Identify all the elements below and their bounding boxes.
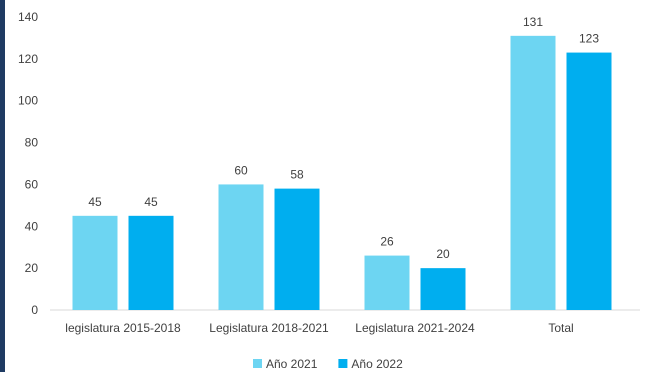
bar-value-label: 58	[290, 168, 304, 182]
bar-series	[72, 35, 612, 310]
y-tick-label: 20	[25, 261, 39, 275]
y-tick-label: 60	[25, 177, 39, 191]
x-tick-label: legislatura 2015-2018	[65, 321, 181, 335]
bar	[566, 52, 612, 310]
bar	[364, 255, 410, 310]
y-tick-label: 120	[18, 52, 38, 66]
legend-swatch	[253, 359, 262, 368]
y-axis-ticks: 0 20 40 60 80 100 120 140	[18, 10, 38, 317]
bar-value-label: 20	[436, 247, 450, 261]
frame-accent-bar	[0, 0, 5, 372]
x-tick-label: Total	[548, 321, 573, 335]
bar-value-label: 26	[380, 235, 394, 249]
y-tick-label: 0	[31, 303, 38, 317]
y-tick-label: 140	[18, 10, 38, 24]
y-tick-label: 100	[18, 94, 38, 108]
bar-value-label: 123	[579, 32, 599, 46]
y-tick-label: 40	[25, 219, 39, 233]
data-labels: 45 45 60 58 26 20 131 123	[88, 15, 599, 261]
y-tick-label: 80	[25, 136, 39, 150]
legend: Año 2021 Año 2022	[253, 357, 403, 371]
x-tick-label: Legislatura 2018-2021	[209, 321, 329, 335]
bar	[72, 215, 118, 310]
bar-value-label: 60	[234, 163, 248, 177]
legend-label: Año 2021	[266, 357, 318, 371]
bar-value-label: 45	[144, 195, 158, 209]
bar	[128, 215, 174, 310]
bar	[274, 188, 320, 310]
bar	[218, 184, 264, 310]
bar-value-label: 45	[88, 195, 102, 209]
x-tick-label: Legislatura 2021-2024	[355, 321, 475, 335]
bar	[510, 35, 556, 310]
bar	[420, 268, 466, 310]
legend-label: Año 2022	[351, 357, 403, 371]
x-axis-categories: legislatura 2015-2018 Legislatura 2018-20…	[65, 321, 573, 335]
legend-swatch	[338, 359, 348, 368]
bar-value-label: 131	[523, 15, 543, 29]
